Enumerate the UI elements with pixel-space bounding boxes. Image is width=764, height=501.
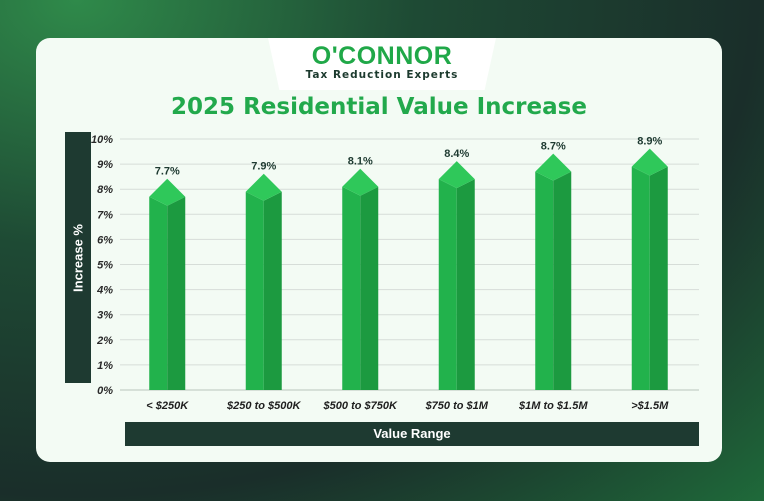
bar-side	[360, 186, 379, 390]
bar	[631, 166, 650, 390]
x-tick-label: $250 to $500K	[226, 400, 301, 412]
bar-top	[631, 148, 668, 176]
logo-tab	[268, 38, 496, 90]
y-tick-label: 10%	[91, 134, 113, 146]
data-label: 7.9%	[251, 161, 276, 173]
bar-top	[149, 178, 186, 206]
bar	[342, 186, 361, 390]
data-label: 8.9%	[637, 136, 662, 148]
y-tick-label: 3%	[97, 310, 113, 322]
bar	[245, 191, 264, 390]
y-tick-label: 6%	[97, 234, 113, 246]
y-tick-label: 2%	[96, 335, 113, 347]
x-tick-label: $750 to $1M	[425, 400, 489, 412]
x-axis-label: Value Range	[125, 422, 699, 446]
x-tick-label: $1M to $1.5M	[518, 400, 588, 412]
y-tick-label: 8%	[97, 184, 113, 196]
chart-title: 2025 Residential Value Increase	[171, 94, 587, 120]
y-tick-label: 0%	[97, 385, 113, 397]
bar-side	[263, 191, 282, 390]
bar-top	[342, 168, 379, 196]
data-label: 8.4%	[444, 148, 469, 160]
bar-top	[438, 161, 475, 189]
x-tick-label: < $250K	[146, 400, 189, 412]
bar-side	[649, 166, 668, 390]
bar	[149, 196, 168, 390]
x-tick-label: $500 to $750K	[323, 400, 398, 412]
y-tick-label: 7%	[97, 209, 113, 221]
bar	[438, 179, 457, 390]
data-label: 7.7%	[155, 166, 180, 178]
y-tick-label: 9%	[97, 159, 113, 171]
bar-side	[553, 171, 572, 390]
data-label: 8.7%	[541, 141, 566, 153]
brand-logo: O'CONNOR	[311, 42, 453, 70]
bar-side	[167, 196, 186, 390]
bar-top	[245, 173, 282, 201]
y-tick-label: 1%	[97, 360, 113, 372]
x-tick-label: >$1.5M	[631, 400, 669, 412]
y-tick-label: 5%	[97, 260, 113, 272]
bar-top	[535, 153, 572, 181]
y-tick-label: 4%	[96, 285, 113, 297]
data-label: 8.1%	[348, 156, 373, 168]
bar	[535, 171, 554, 390]
brand-tagline: Tax Reduction Experts	[305, 69, 459, 81]
bar-side	[456, 179, 475, 390]
y-axis-label-bar	[65, 132, 91, 383]
